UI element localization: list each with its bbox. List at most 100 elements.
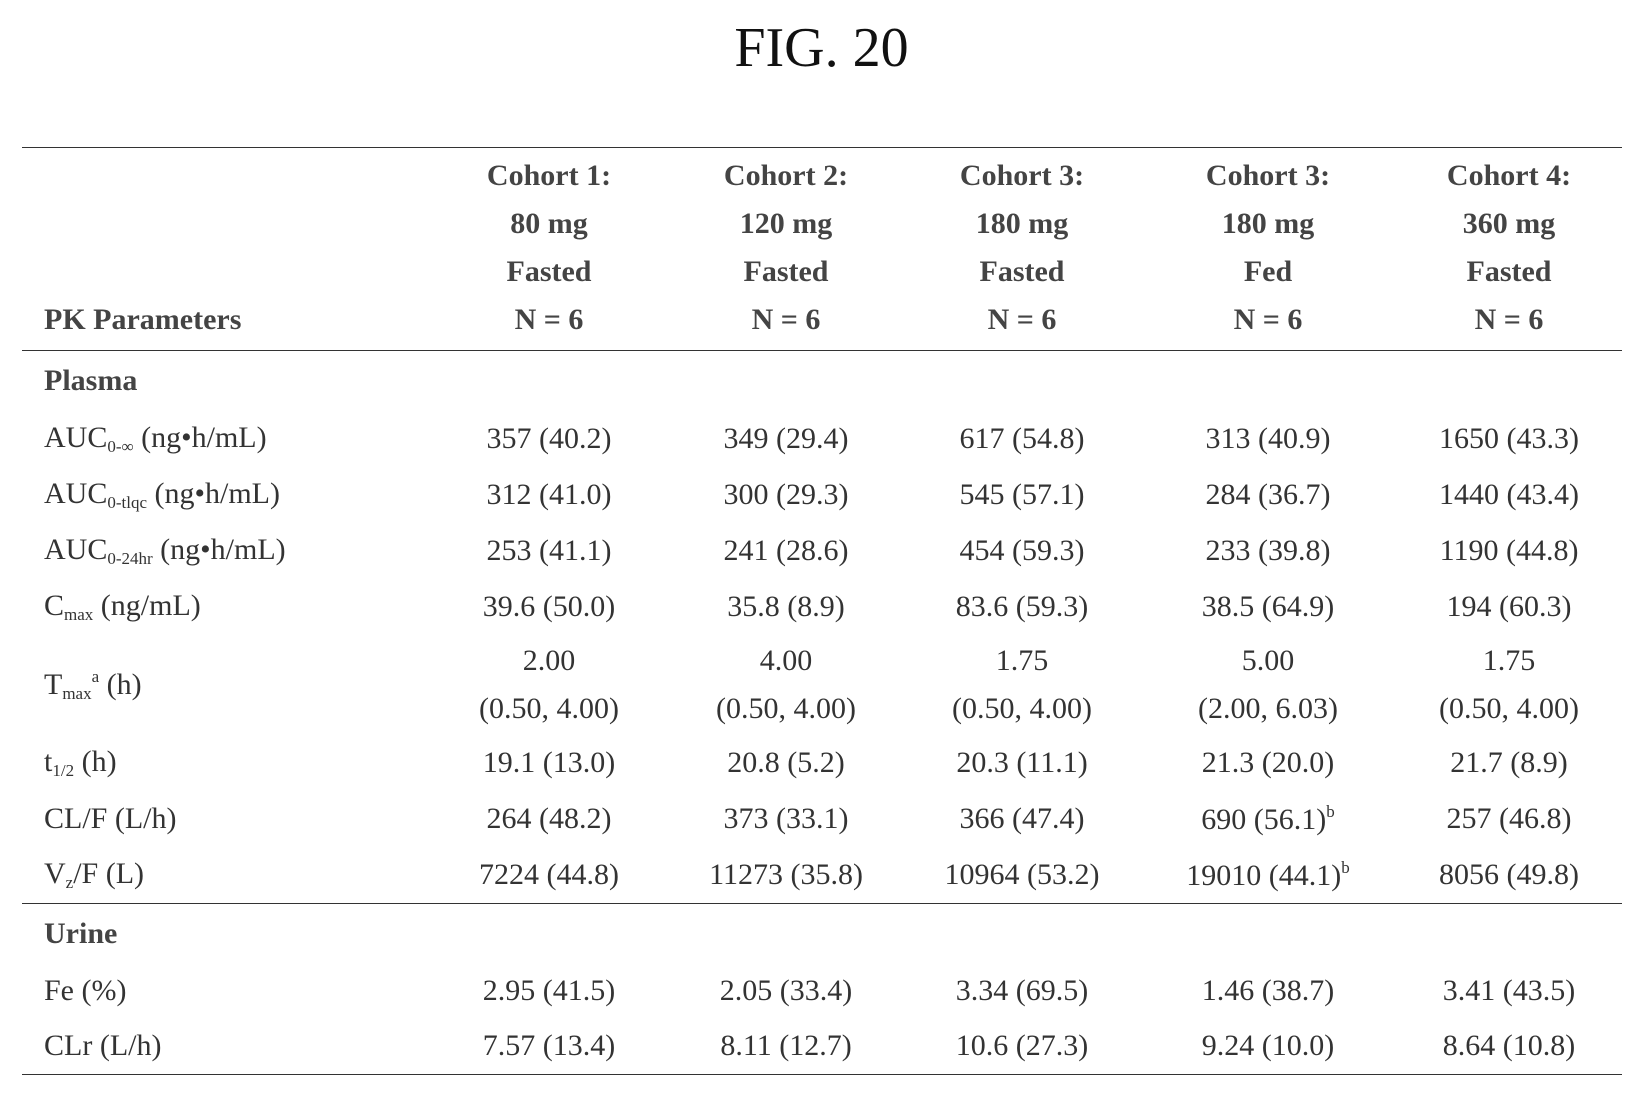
cell-value: 617 (54.8) xyxy=(959,422,1085,455)
label-rest: /F (L) xyxy=(73,857,145,890)
cell-value: 545 (57.1) xyxy=(959,478,1085,511)
header-line: 180 mg xyxy=(975,207,1069,240)
cell-value: 241 (28.6) xyxy=(723,534,849,567)
cell-value: 312 (41.0) xyxy=(486,478,612,511)
cell-range: (0.50, 4.00) xyxy=(952,692,1092,725)
header-line: 360 mg xyxy=(1462,207,1556,240)
cell-value: 2.00 (0.50, 4.00) xyxy=(430,635,668,735)
label-rest: (ng•h/mL) xyxy=(147,477,280,510)
cell-value: 39.6 (50.0) xyxy=(482,590,616,623)
cell-value: 194 (60.3) xyxy=(1446,590,1572,623)
label-main: T xyxy=(44,667,63,701)
cell-value: 10964 (53.2) xyxy=(944,858,1100,891)
label-subscript: 0-∞ xyxy=(107,437,134,456)
label-rest: (ng/mL) xyxy=(93,589,201,622)
table-row-fe: Fe (%) 2.95 (41.5) 2.05 (33.4) 3.34 (69.… xyxy=(22,964,1622,1018)
cell-value: 1440 (43.4) xyxy=(1439,478,1579,511)
cell-range: (0.50, 4.00) xyxy=(716,692,856,725)
table-row-auc-inf: AUC0-∞ (ng•h/mL) 357 (40.2) 349 (29.4) 6… xyxy=(22,411,1622,467)
cell-value: 264 (48.2) xyxy=(486,802,612,835)
row-label-clr: CLr (L/h) xyxy=(44,1029,162,1062)
table-header-row: PK Parameters Cohort 1: 80 mg Fasted N =… xyxy=(22,147,1622,351)
label-main: V xyxy=(44,857,66,890)
label-main: AUC xyxy=(44,421,108,454)
table-row-auc-tlqc: AUC0-tlqc (ng•h/mL) 312 (41.0) 300 (29.3… xyxy=(22,467,1622,523)
section-label-plasma: Plasma xyxy=(44,364,138,397)
cell-value: 313 (40.9) xyxy=(1205,422,1331,455)
footnote-marker-b: b xyxy=(1341,857,1350,877)
row-label-thalf: t1/2 (h) xyxy=(22,735,430,791)
cell-value: 21.3 (20.0) xyxy=(1201,746,1335,779)
section-row-urine: Urine xyxy=(22,903,1622,965)
row-label-auc-inf: AUC0-∞ (ng•h/mL) xyxy=(22,411,430,467)
header-line: N = 6 xyxy=(1474,303,1544,336)
cell-value: 20.3 (11.1) xyxy=(956,746,1088,779)
cell-value: 35.8 (8.9) xyxy=(727,590,845,623)
footnote-marker-b: b xyxy=(1326,801,1335,821)
row-label-cl-f: CL/F (L/h) xyxy=(44,802,177,835)
label-subscript: 0-24hr xyxy=(107,549,153,568)
header-cohort-3-180mg-fed: Cohort 3: 180 mg Fed N = 6 xyxy=(1140,148,1396,351)
header-line: Cohort 1: xyxy=(486,159,612,192)
cell-value: 1190 (44.8) xyxy=(1439,534,1579,567)
cell-value: 83.6 (59.3) xyxy=(955,590,1089,623)
label-main: C xyxy=(44,589,65,622)
label-rest: (ng•h/mL) xyxy=(152,533,286,566)
header-line: Cohort 3: xyxy=(959,159,1085,192)
header-line: 180 mg xyxy=(1221,207,1315,240)
header-line: N = 6 xyxy=(514,303,584,336)
cell-value: 2.05 (33.4) xyxy=(719,974,853,1007)
cell-median: 2.00 xyxy=(522,644,576,677)
header-line: N = 6 xyxy=(751,303,821,336)
cell-value: 2.95 (41.5) xyxy=(482,974,616,1007)
table-row-cmax: Cmax (ng/mL) 39.6 (50.0) 35.8 (8.9) 83.6… xyxy=(22,579,1622,635)
row-label-tmax: Tmaxa (h) xyxy=(22,635,430,735)
cell-text: 690 (56.1) xyxy=(1201,802,1327,836)
cell-value: 3.34 (69.5) xyxy=(955,974,1089,1007)
cell-median: 5.00 xyxy=(1241,644,1295,677)
pk-parameters-table: PK Parameters Cohort 1: 80 mg Fasted N =… xyxy=(22,147,1622,1075)
header-line: Fasted xyxy=(979,255,1065,288)
cell-value: 257 (46.8) xyxy=(1446,802,1572,835)
cell-value: 1.46 (38.7) xyxy=(1201,974,1335,1007)
cell-value: 7.57 (13.4) xyxy=(482,1029,616,1062)
header-line: Cohort 4: xyxy=(1446,159,1572,192)
cell-value: 373 (33.1) xyxy=(723,802,849,835)
header-line: N = 6 xyxy=(987,303,1057,336)
header-line: Fasted xyxy=(743,255,829,288)
header-line: 120 mg xyxy=(739,207,833,240)
table-row-tmax: Tmaxa (h) 2.00 (0.50, 4.00) 4.00 (0.50, 4.… xyxy=(22,635,1622,735)
cell-value: 366 (47.4) xyxy=(959,802,1085,835)
row-label-cmax: Cmax (ng/mL) xyxy=(22,579,430,635)
cell-value: 5.00 (2.00, 6.03) xyxy=(1140,635,1396,735)
header-pk-parameters: PK Parameters xyxy=(44,303,242,336)
cell-value: 284 (36.7) xyxy=(1205,478,1331,511)
row-label-vz-f: Vz/F (L) xyxy=(22,847,430,904)
cell-value: 253 (41.1) xyxy=(486,534,612,567)
cell-value: 300 (29.3) xyxy=(723,478,849,511)
section-label-urine: Urine xyxy=(44,917,118,950)
header-cohort-4-360mg-fasted: Cohort 4: 360 mg Fasted N = 6 xyxy=(1396,148,1622,351)
section-row-plasma: Plasma xyxy=(22,351,1622,412)
cell-value: 11273 (35.8) xyxy=(709,858,863,891)
row-label-auc-tlqc: AUC0-tlqc (ng•h/mL) xyxy=(22,467,430,523)
table-row-thalf: t1/2 (h) 19.1 (13.0) 20.8 (5.2) 20.3 (11… xyxy=(22,735,1622,791)
cell-median: 1.75 xyxy=(995,644,1049,677)
cell-value: 1.75 (0.50, 4.00) xyxy=(1396,635,1622,735)
cell-range: (0.50, 4.00) xyxy=(1439,692,1579,725)
label-main: t xyxy=(44,745,53,778)
cell-value: 4.00 (0.50, 4.00) xyxy=(668,635,904,735)
cell-value: 7224 (44.8) xyxy=(479,858,619,891)
cell-value: 8056 (49.8) xyxy=(1439,858,1579,891)
cell-value: 8.64 (10.8) xyxy=(1442,1029,1576,1062)
cell-value: 21.7 (8.9) xyxy=(1450,746,1568,779)
header-line: Fasted xyxy=(506,255,592,288)
cell-value: 10.6 (27.3) xyxy=(955,1029,1089,1062)
row-label-fe: Fe (%) xyxy=(44,974,127,1007)
table-row-vz-f: Vz/F (L) 7224 (44.8) 11273 (35.8) 10964 … xyxy=(22,847,1622,904)
header-line: Fasted xyxy=(1466,255,1552,288)
cell-median: 1.75 xyxy=(1482,644,1536,677)
cell-median: 4.00 xyxy=(759,644,813,677)
cell-value: 20.8 (5.2) xyxy=(727,746,845,779)
label-rest: (h) xyxy=(99,667,142,701)
